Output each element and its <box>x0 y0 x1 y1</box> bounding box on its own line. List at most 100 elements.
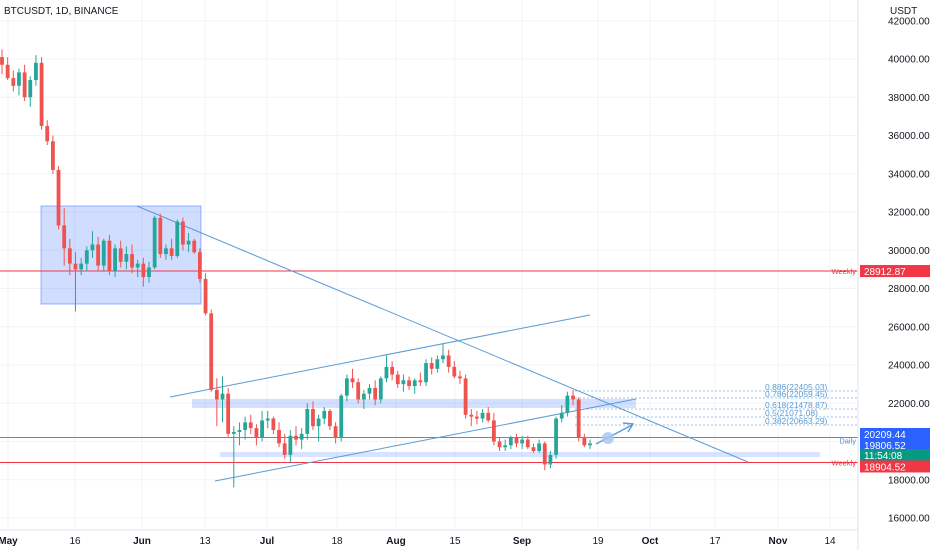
candle <box>503 439 508 452</box>
candle-body <box>209 313 214 390</box>
weekly-lower-tag-text: 18904.52 <box>864 462 906 473</box>
projection-arrow <box>595 424 633 445</box>
x-tick-label: 14 <box>824 536 836 547</box>
candle-body <box>559 412 564 419</box>
weekly-lower-tag-bg <box>860 460 930 473</box>
candle-body <box>548 454 553 465</box>
candle <box>475 410 479 425</box>
candle <box>271 416 276 434</box>
candle <box>175 219 180 258</box>
candle-body <box>373 387 378 400</box>
candle-body <box>350 378 355 383</box>
resistance-zone <box>192 399 636 408</box>
candle <box>158 213 163 258</box>
candle <box>17 68 21 96</box>
current-price-tag-text: 19806.52 <box>864 441 906 452</box>
y-tick-label: 24000.00 <box>888 361 930 372</box>
candle-body <box>356 382 361 400</box>
candle-body <box>316 418 321 427</box>
candle-body <box>22 72 27 98</box>
y-tick-label: 30000.00 <box>888 246 930 257</box>
candle-body <box>542 443 547 465</box>
candle <box>367 384 372 400</box>
daily-label: Daily <box>839 436 856 445</box>
candle-body <box>508 437 513 446</box>
candle-body <box>17 72 21 86</box>
candle <box>582 433 587 448</box>
candle <box>141 257 146 287</box>
candle <box>452 361 457 379</box>
price-axis: 42000.00 40000.00 38000.00 36000.00 34000.00… <box>857 0 930 550</box>
x-tick-label: Oct <box>642 536 659 547</box>
candle-body <box>271 418 276 431</box>
candle-body <box>367 387 372 394</box>
candle <box>254 424 259 446</box>
candle <box>520 435 525 450</box>
fib-label: 0.618(21478.87) <box>765 400 828 410</box>
candle-body <box>237 430 242 432</box>
candle <box>576 397 581 442</box>
candle-body <box>571 395 575 400</box>
candle <box>559 405 564 423</box>
candle-body <box>412 380 417 387</box>
candle <box>192 238 197 255</box>
candle-body <box>260 420 264 438</box>
candle <box>152 215 157 270</box>
candle-body <box>401 380 406 385</box>
weekly-label: Weekly <box>832 267 857 276</box>
candle <box>231 426 236 488</box>
candle <box>571 389 575 406</box>
candle-body <box>311 408 315 427</box>
candle-body <box>169 248 174 256</box>
candle-body <box>226 393 231 434</box>
daily-level-tag-bg <box>860 428 930 440</box>
candle-body <box>147 267 151 278</box>
candle <box>11 70 16 92</box>
candle <box>441 343 445 364</box>
candle <box>356 378 361 404</box>
y-tick-label: 38000.00 <box>888 93 930 104</box>
candle <box>197 248 202 283</box>
candle-body <box>328 410 332 427</box>
target-marker <box>602 432 614 444</box>
candle-body <box>158 217 163 255</box>
candle <box>62 208 67 266</box>
x-tick-label: Aug <box>386 536 405 547</box>
candle-body <box>344 378 349 396</box>
candle <box>401 374 406 392</box>
candle <box>378 376 383 404</box>
candle-body <box>192 240 197 253</box>
candle <box>384 355 389 383</box>
candle-body <box>576 399 581 438</box>
fib-levels: 0.886(22405.03)0.786(22059.45)0.618(2147… <box>575 382 858 426</box>
candle-body <box>0 57 4 65</box>
candle <box>56 166 61 230</box>
candle-body <box>164 248 168 255</box>
candle <box>265 410 270 429</box>
candle <box>39 57 44 130</box>
candle-body <box>588 443 592 446</box>
candle-body <box>181 221 185 245</box>
candle <box>565 391 570 417</box>
candle-body <box>67 248 72 264</box>
x-tick-label: Jul <box>260 536 275 547</box>
candle-body <box>11 78 16 86</box>
candle-body <box>390 366 395 375</box>
candle <box>260 410 264 442</box>
candle-body <box>135 263 140 268</box>
daily-level-tag-text: 20209.44 <box>864 430 906 441</box>
candle <box>84 246 89 272</box>
candle-body <box>435 359 440 369</box>
candle-body <box>531 447 536 452</box>
candle-body <box>361 393 366 400</box>
candle <box>288 430 293 463</box>
y-tick-label: 28000.00 <box>888 284 930 295</box>
candle-body <box>491 420 496 442</box>
candle-body <box>203 278 208 314</box>
candle <box>5 57 10 81</box>
resistance-zones <box>192 399 820 457</box>
candle <box>294 426 298 446</box>
candle <box>508 435 513 450</box>
weekly-upper-tag-bg <box>860 265 930 278</box>
